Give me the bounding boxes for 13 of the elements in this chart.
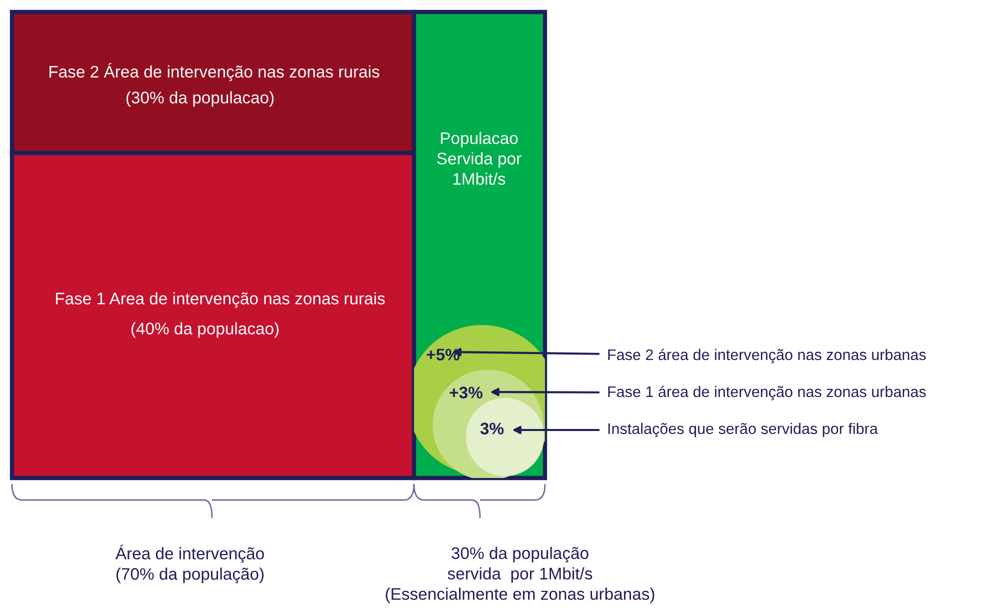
data-label: (30% da populacao) xyxy=(126,91,274,107)
data-label: +5% xyxy=(426,348,460,360)
data-label: (40% da populacao) xyxy=(131,322,279,338)
data-label: +3% xyxy=(450,386,482,398)
text: 30% da população servida por 1Mbit/s (Essencialmente em zonas urbanas) xyxy=(386,546,654,604)
category-label: Fase 2 área de intervenção nas zonas urbanas xyxy=(608,348,926,364)
category-label: Fase 1 área de intervenção nas zonas urbanas xyxy=(608,386,926,400)
category-label: Fase 2 Área de intervenção nas zonas rurais xyxy=(50,63,380,81)
category-label: Fase 1 Area de intervenção nas zonas rurais xyxy=(56,292,385,308)
category-label: Instalações que serão servidas por fibra xyxy=(608,422,878,438)
category-label: Populacao Servida por 1Mbit/s xyxy=(437,132,522,185)
data-label: 3% xyxy=(480,422,504,434)
text: Área de intervenção (70% da população) xyxy=(115,544,264,584)
